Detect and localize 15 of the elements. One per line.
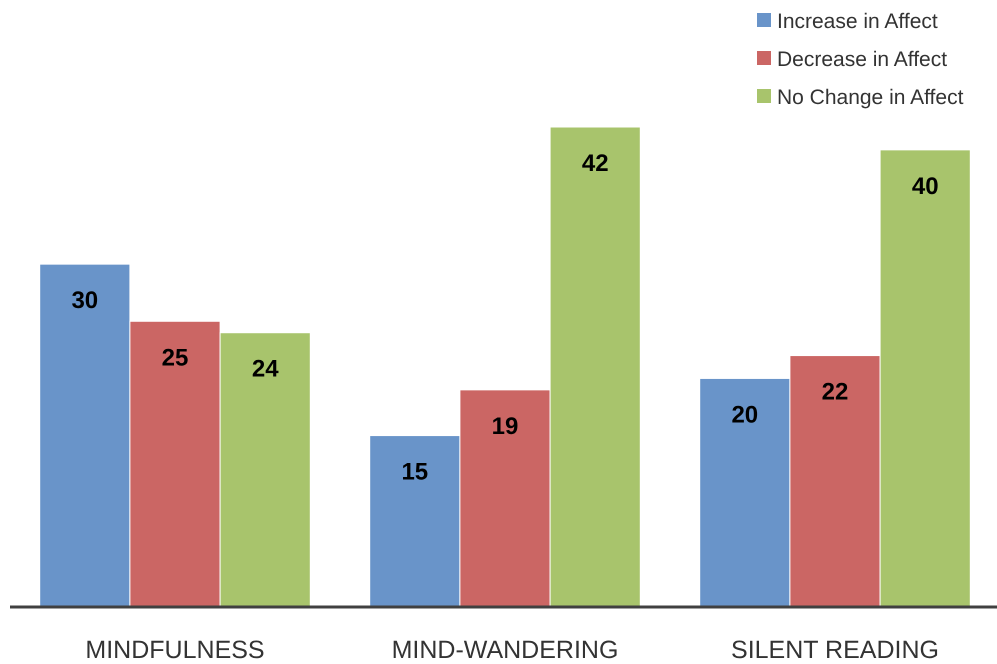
data-label: 24 <box>252 356 280 383</box>
x-tick-label: SILENT READING <box>731 636 939 664</box>
legend-label: Increase in Affect <box>777 10 938 33</box>
legend-label: Decrease in Affect <box>777 48 948 71</box>
data-label: 19 <box>492 412 518 440</box>
x-tick-label: MIND-WANDERING <box>392 636 618 664</box>
data-label: 42 <box>582 150 609 177</box>
data-label: 30 <box>71 287 98 314</box>
data-label: 20 <box>731 401 758 428</box>
legend-label: No Change in Affect <box>777 86 964 109</box>
data-label: 22 <box>822 378 848 406</box>
x-tick-label: MINDFULNESS <box>85 636 265 664</box>
data-label: 40 <box>912 172 939 200</box>
data-label: 25 <box>162 344 188 372</box>
data-label: 15 <box>401 458 428 486</box>
